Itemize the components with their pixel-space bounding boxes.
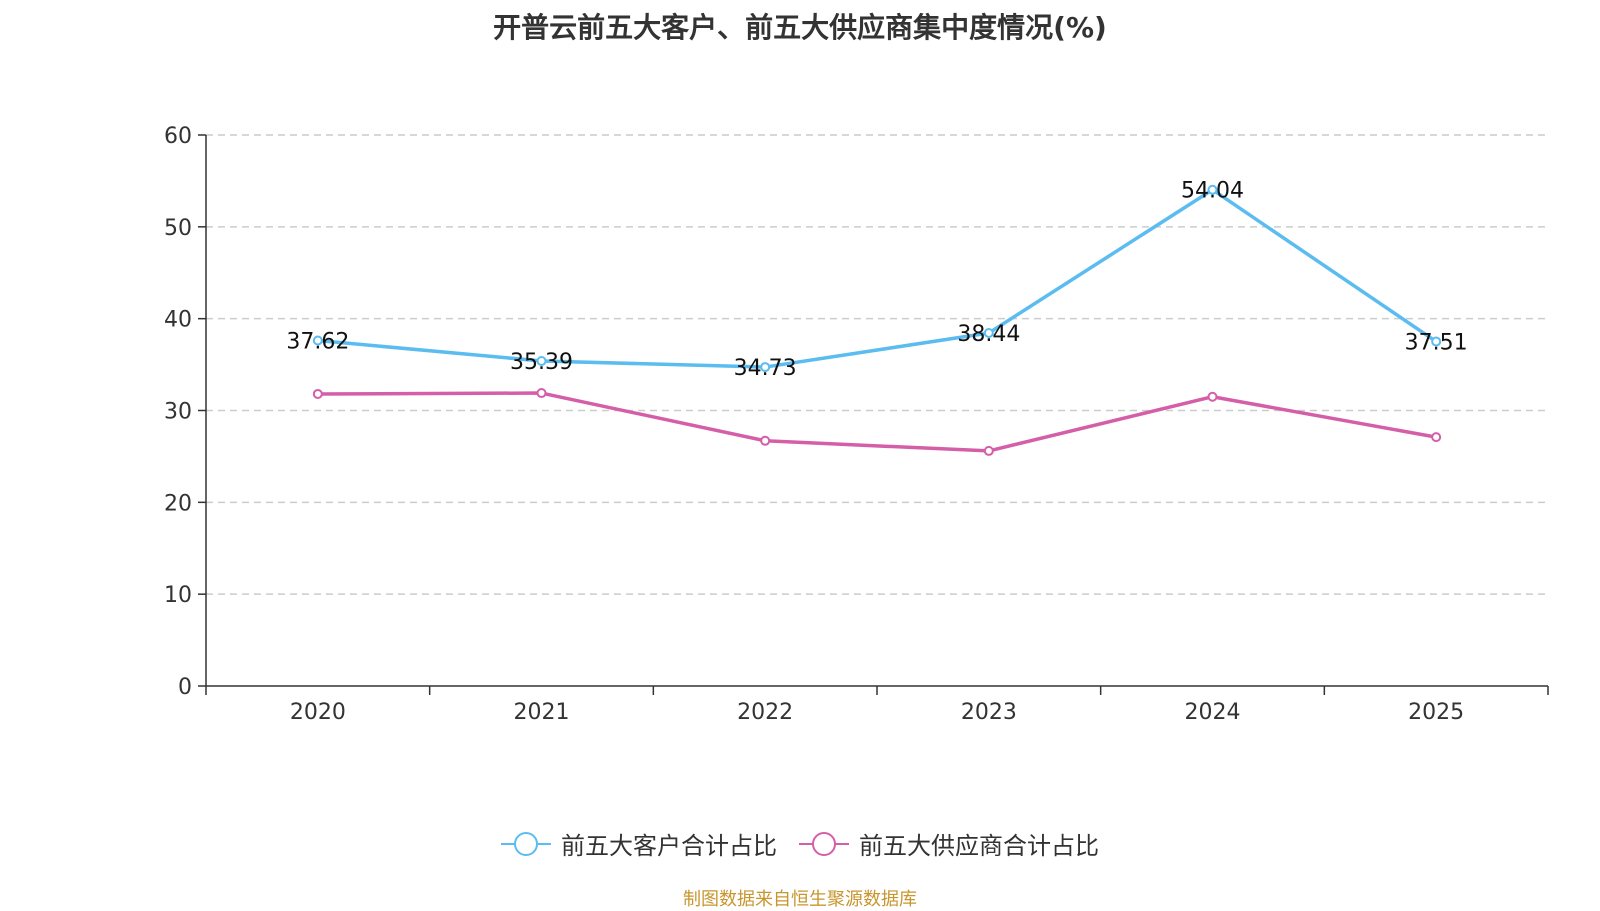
data-label: 35.39 bbox=[510, 350, 573, 375]
data-point bbox=[983, 445, 994, 456]
y-tick-label: 60 bbox=[164, 124, 192, 149]
series-line bbox=[317, 187, 1438, 369]
data-point bbox=[536, 388, 547, 399]
legend-marker-customers-icon bbox=[501, 831, 551, 857]
chart-title: 开普云前五大客户、前五大供应商集中度情况(%) bbox=[493, 11, 1107, 44]
x-tick-label: 2023 bbox=[961, 700, 1017, 725]
data-label: 38.44 bbox=[957, 322, 1020, 347]
y-tick-label: 20 bbox=[164, 491, 192, 516]
legend-label-suppliers: 前五大供应商合计占比 bbox=[859, 832, 1099, 860]
data-point bbox=[1431, 336, 1442, 347]
x-tick-label: 2022 bbox=[737, 700, 793, 725]
source-note: 制图数据来自恒生聚源数据库 bbox=[683, 889, 917, 910]
data-point bbox=[760, 435, 771, 446]
legend-item-customers[interactable]: 前五大客户合计占比 bbox=[501, 826, 777, 861]
data-point bbox=[312, 388, 323, 399]
y-tick-label: 30 bbox=[164, 400, 192, 425]
x-tick-label: 2024 bbox=[1185, 700, 1241, 725]
data-point bbox=[1431, 432, 1442, 443]
legend-item-suppliers[interactable]: 前五大供应商合计占比 bbox=[799, 826, 1099, 861]
y-tick-label: 40 bbox=[164, 308, 192, 333]
data-point bbox=[536, 356, 547, 367]
data-label: 34.73 bbox=[734, 356, 797, 381]
legend: 前五大客户合计占比 前五大供应商合计占比 bbox=[0, 826, 1600, 861]
series-line bbox=[317, 391, 1437, 453]
legend-marker-suppliers-icon bbox=[799, 831, 849, 857]
legend-label-customers: 前五大客户合计占比 bbox=[561, 832, 777, 860]
data-point bbox=[760, 362, 771, 373]
data-point bbox=[1207, 391, 1218, 402]
data-label: 54.04 bbox=[1181, 179, 1244, 204]
x-tick-label: 2021 bbox=[514, 700, 570, 725]
y-tick-label: 0 bbox=[178, 675, 192, 700]
data-point bbox=[312, 335, 323, 346]
y-tick-label: 10 bbox=[164, 583, 192, 608]
x-tick-label: 2020 bbox=[290, 700, 346, 725]
data-label: 37.62 bbox=[286, 330, 349, 355]
data-point bbox=[983, 327, 994, 338]
data-point bbox=[1207, 184, 1218, 195]
x-tick-label: 2025 bbox=[1408, 700, 1464, 725]
data-label: 37.51 bbox=[1405, 331, 1468, 356]
y-tick-label: 50 bbox=[164, 216, 192, 241]
